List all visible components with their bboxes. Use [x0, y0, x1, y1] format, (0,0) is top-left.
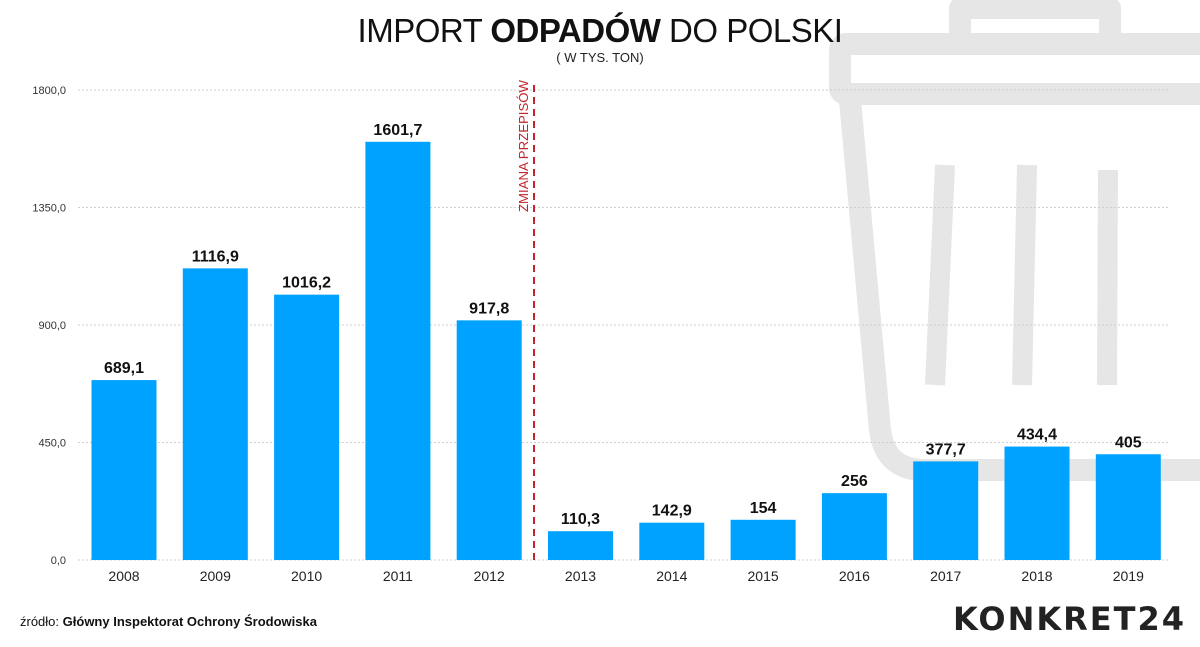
data-label: 377,7: [926, 441, 966, 458]
konkret24-logo: KONKRET24: [953, 600, 1186, 638]
y-tick-label: 1800,0: [32, 85, 66, 97]
x-tick-label: 2010: [291, 568, 322, 584]
x-tick-label: 2008: [108, 568, 139, 584]
title-part-bold: ODPADÓW: [490, 12, 661, 49]
data-label: 405: [1115, 434, 1142, 451]
y-tick-label: 450,0: [38, 438, 66, 450]
source-note: źródło: Główny Inspektorat Ochrony Środo…: [20, 614, 317, 629]
bar-2010: [274, 294, 340, 560]
source-label: źródło:: [20, 614, 60, 629]
data-label: 689,1: [104, 360, 144, 377]
x-tick-label: 2015: [748, 568, 779, 584]
bar-2017: [913, 461, 979, 560]
data-label: 1116,9: [192, 248, 239, 265]
x-tick-label: 2009: [200, 568, 231, 584]
data-label: 1016,2: [282, 275, 331, 292]
bar-2012: [456, 320, 522, 560]
title-part: IMPORT: [357, 12, 491, 49]
bar-2016: [821, 493, 887, 560]
chart-subtitle: ( W TYS. TON): [556, 50, 644, 65]
y-tick-label: 900,0: [38, 320, 66, 332]
chart-title: IMPORT ODPADÓW DO POLSKI: [0, 12, 1200, 50]
source-value: Główny Inspektorat Ochrony Środowiska: [62, 614, 317, 629]
bar-2018: [1004, 446, 1070, 560]
x-tick-label: 2016: [839, 568, 870, 584]
x-tick-label: 2017: [930, 568, 961, 584]
bar-2013: [548, 531, 613, 560]
trash-can-watermark-icon: [829, 0, 1200, 481]
x-tick-label: 2019: [1113, 568, 1144, 584]
annotation-label: ZMIANA PRZEPISÓW: [516, 79, 531, 212]
x-tick-label: 2018: [1021, 568, 1052, 584]
data-label: 154: [750, 500, 777, 517]
x-tick-label: 2012: [474, 568, 505, 584]
data-label: 256: [841, 473, 868, 490]
x-tick-label: 2011: [383, 568, 413, 584]
y-tick-label: 0,0: [51, 555, 66, 567]
bar-2015: [730, 519, 796, 560]
bar-2009: [182, 268, 248, 560]
title-part: DO POLSKI: [660, 12, 843, 49]
data-label: 1601,7: [373, 122, 422, 139]
x-tick-label: 2013: [565, 568, 596, 584]
data-label: 110,3: [561, 511, 600, 528]
y-tick-label: 1350,0: [32, 203, 66, 215]
data-label: 434,4: [1017, 427, 1057, 444]
bar-2011: [365, 141, 431, 561]
data-label: 142,9: [652, 503, 692, 520]
bar-2014: [639, 522, 705, 560]
bar-2019: [1095, 454, 1161, 560]
data-label: 917,8: [469, 300, 509, 317]
x-tick-label: 2014: [656, 568, 687, 584]
bar-2008: [91, 380, 157, 560]
